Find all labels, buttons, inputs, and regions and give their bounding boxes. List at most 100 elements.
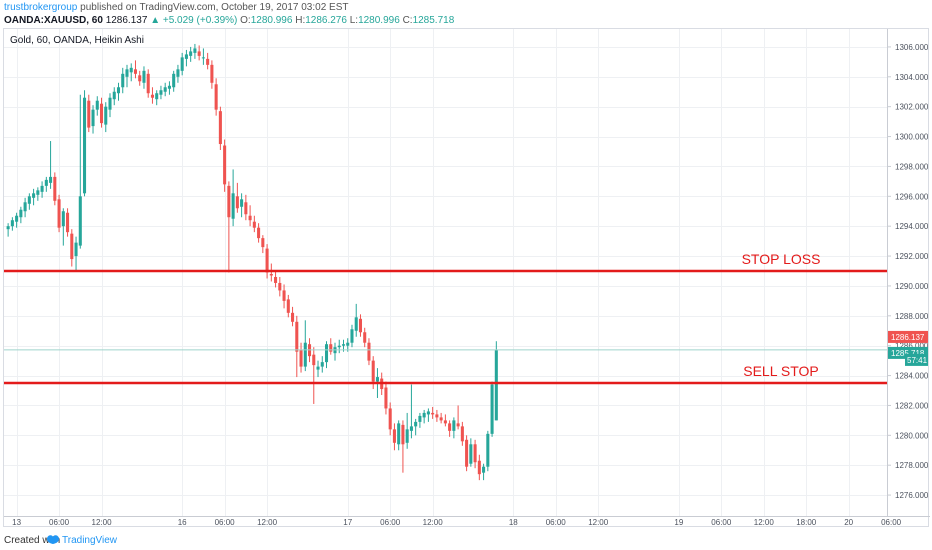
candle-body[interactable] xyxy=(74,242,78,257)
candle-body[interactable] xyxy=(312,354,316,366)
candle-body[interactable] xyxy=(201,57,205,59)
publisher-link[interactable]: trustbrokergroup xyxy=(4,2,78,13)
candle-body[interactable] xyxy=(286,299,290,313)
candle-body[interactable] xyxy=(418,415,422,422)
candle-body[interactable] xyxy=(490,384,494,434)
candle-body[interactable] xyxy=(350,329,354,343)
candle-body[interactable] xyxy=(265,248,269,273)
candle-body[interactable] xyxy=(57,199,61,228)
candle-body[interactable] xyxy=(163,87,167,92)
candle-body[interactable] xyxy=(477,460,481,475)
candle-body[interactable] xyxy=(295,321,299,352)
candle-body[interactable] xyxy=(227,185,231,218)
candle-body[interactable] xyxy=(278,282,282,291)
candle-body[interactable] xyxy=(146,73,150,94)
candle-body[interactable] xyxy=(358,318,363,333)
candle-body[interactable] xyxy=(159,90,163,95)
candle-body[interactable] xyxy=(261,238,265,248)
tradingview-brand-link[interactable]: TradingView xyxy=(62,535,118,546)
candle-body[interactable] xyxy=(354,317,358,331)
candle-body[interactable] xyxy=(176,69,180,77)
candle-body[interactable] xyxy=(371,360,375,382)
candle-body[interactable] xyxy=(367,342,371,361)
candle-body[interactable] xyxy=(49,176,53,183)
candle-body[interactable] xyxy=(142,70,146,83)
candle-body[interactable] xyxy=(299,350,303,367)
candle-body[interactable] xyxy=(422,412,426,418)
candle-body[interactable] xyxy=(274,276,278,283)
candle-body[interactable] xyxy=(405,429,409,443)
candle-body[interactable] xyxy=(269,273,273,276)
candle-body[interactable] xyxy=(27,196,31,204)
candle-body[interactable] xyxy=(87,100,91,128)
candle-body[interactable] xyxy=(10,220,14,227)
candle-body[interactable] xyxy=(482,466,486,473)
candle-body[interactable] xyxy=(83,97,87,194)
candle-body[interactable] xyxy=(180,57,184,71)
candle-body[interactable] xyxy=(460,426,464,442)
candle-body[interactable] xyxy=(91,109,95,127)
candle-body[interactable] xyxy=(116,87,121,94)
chart-frame[interactable]: STOP LOSS SELL STOP 1276.000 1278.000 1280.… xyxy=(3,28,930,528)
candle-body[interactable] xyxy=(397,423,401,445)
candle-body[interactable] xyxy=(388,408,392,430)
candle-body[interactable] xyxy=(210,64,214,83)
candle-body[interactable] xyxy=(121,73,125,88)
candle-body[interactable] xyxy=(431,412,435,415)
candle-body[interactable] xyxy=(486,433,490,467)
candle-body[interactable] xyxy=(426,411,430,415)
candle-body[interactable] xyxy=(6,226,10,230)
candle-body[interactable] xyxy=(409,426,413,431)
candle-body[interactable] xyxy=(443,420,447,424)
candle-body[interactable] xyxy=(303,342,307,367)
candle-body[interactable] xyxy=(257,227,261,239)
candle-body[interactable] xyxy=(291,312,295,322)
candle-body[interactable] xyxy=(392,429,396,443)
candle-body[interactable] xyxy=(218,111,222,145)
candle-body[interactable] xyxy=(452,420,456,431)
candle-body[interactable] xyxy=(44,179,48,186)
candle-body[interactable] xyxy=(435,414,439,418)
candle-body[interactable] xyxy=(32,193,36,198)
candle-body[interactable] xyxy=(112,91,116,100)
candle-body[interactable] xyxy=(337,345,341,348)
candle-body[interactable] xyxy=(473,444,477,463)
candle-body[interactable] xyxy=(66,212,70,233)
candle-body[interactable] xyxy=(104,106,108,125)
candle-body[interactable] xyxy=(448,423,452,431)
price-chart[interactable]: STOP LOSS SELL STOP 1276.000 1278.000 1280.… xyxy=(4,29,930,528)
candle-body[interactable] xyxy=(36,190,40,195)
candle-body[interactable] xyxy=(252,221,256,228)
candle-body[interactable] xyxy=(223,145,227,185)
candle-body[interactable] xyxy=(172,73,176,88)
candle-body[interactable] xyxy=(244,202,248,215)
candle-body[interactable] xyxy=(167,85,171,89)
candle-body[interactable] xyxy=(19,209,23,218)
candle-body[interactable] xyxy=(439,417,443,421)
candle-body[interactable] xyxy=(61,211,65,227)
candle-body[interactable] xyxy=(40,185,44,192)
candle-body[interactable] xyxy=(53,176,57,201)
candle-body[interactable] xyxy=(125,69,129,77)
candle-body[interactable] xyxy=(235,196,239,209)
candle-body[interactable] xyxy=(150,94,154,98)
candle-body[interactable] xyxy=(316,366,320,370)
candle-body[interactable] xyxy=(324,344,329,363)
candle-body[interactable] xyxy=(95,100,99,110)
candle-body[interactable] xyxy=(206,58,210,65)
candle-body[interactable] xyxy=(346,342,350,346)
candle-body[interactable] xyxy=(129,67,133,73)
candle-body[interactable] xyxy=(99,103,104,124)
candle-body[interactable] xyxy=(401,424,405,445)
candle-body[interactable] xyxy=(23,202,27,212)
candle-body[interactable] xyxy=(384,387,388,409)
candle-body[interactable] xyxy=(494,350,498,421)
candle-body[interactable] xyxy=(320,362,324,367)
candle-body[interactable] xyxy=(375,377,379,382)
candle-body[interactable] xyxy=(138,75,142,82)
candle-body[interactable] xyxy=(329,344,333,352)
candle-body[interactable] xyxy=(70,233,74,260)
candle-body[interactable] xyxy=(465,439,469,467)
candle-body[interactable] xyxy=(214,84,218,110)
candle-body[interactable] xyxy=(155,93,159,100)
